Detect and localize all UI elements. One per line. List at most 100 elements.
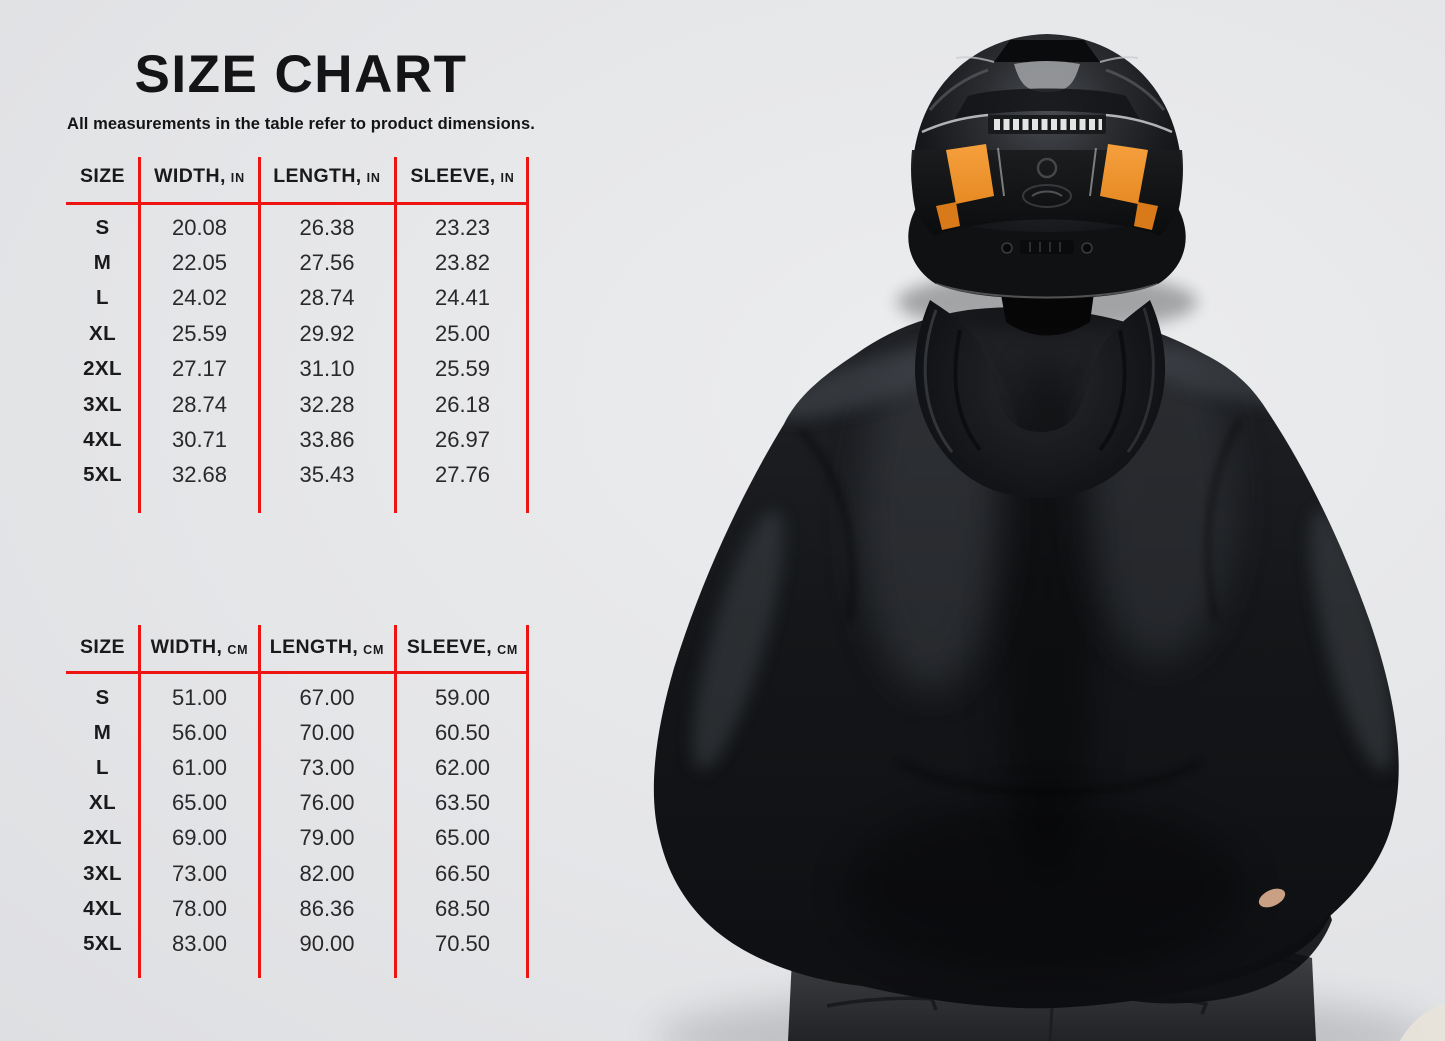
table-vertical-rule: [138, 625, 141, 978]
column-header-label: WIDTH,: [154, 164, 226, 187]
measurement-value-cell: 27.76: [434, 462, 491, 488]
measurement-value-cell: 83.00: [171, 930, 228, 956]
measurement-value-cell: 25.00: [434, 320, 491, 346]
measurement-value-cell: 51.00: [171, 684, 228, 710]
measurement-value-cell: 29.92: [299, 320, 355, 346]
measurement-value-cell: 61.00: [171, 754, 228, 780]
helmet-reflector-right: [1100, 144, 1158, 230]
right-forearm: [1088, 914, 1332, 1004]
column-header-label: WIDTH,: [150, 636, 223, 658]
measurement-value-cell: 33.86: [299, 427, 355, 453]
measurement-value-cell: 78.00: [171, 895, 228, 921]
table-vertical-rule: [258, 625, 261, 978]
chart-header: SIZE CHART All measurements in the table…: [35, 44, 567, 134]
measurement-value-cell: 31.10: [299, 356, 355, 382]
column-header-label: LENGTH,: [269, 636, 359, 658]
measurement-value-cell: 73.00: [171, 860, 228, 886]
measurement-value-cell: 35.43: [299, 462, 355, 488]
measurement-value-cell: 90.00: [299, 930, 355, 956]
size-label-cell: 2XL: [83, 826, 122, 850]
table-header-rule: [66, 671, 529, 674]
helmet: [908, 34, 1186, 299]
measurement-value-cell: 26.38: [299, 214, 355, 240]
size-table-grid: SIZE WIDTH, IN LENGTH, IN SLEEVE, IN S 20.08 26.3…: [65, 152, 531, 513]
measurement-value-cell: 65.00: [434, 825, 491, 851]
column-header: LENGTH, IN: [259, 152, 395, 210]
measurement-value-cell: 25.59: [171, 320, 228, 346]
size-label-cell: 2XL: [83, 357, 122, 381]
measurement-value-cell: 65.00: [171, 790, 228, 816]
helmet-reflective-strip: [921, 113, 1173, 134]
column-header: SLEEVE, IN: [395, 152, 530, 210]
helmet-logo: [1036, 157, 1058, 179]
measurement-value-cell: 23.23: [434, 214, 491, 240]
measurement-value-cell: 70.50: [434, 930, 491, 956]
measurement-value-cell: 27.17: [171, 356, 228, 382]
table-vertical-rule: [526, 625, 529, 978]
column-header-label: SIZE: [80, 164, 125, 187]
size-label-cell: 3XL: [83, 392, 122, 416]
helmet-reflector-left: [936, 144, 994, 230]
table-vertical-rule: [394, 157, 397, 513]
helmet-top-vent: [994, 40, 1100, 62]
wrist-skin: [1258, 888, 1286, 908]
size-label-cell: XL: [89, 791, 116, 815]
column-header-unit: CM: [363, 642, 385, 657]
measurement-value-cell: 30.71: [171, 427, 228, 453]
size-label-cell: S: [95, 685, 110, 709]
measurement-value-cell: 32.68: [171, 462, 228, 488]
size-label-cell: 4XL: [83, 896, 122, 920]
table-vertical-rule: [138, 157, 141, 513]
measurement-value-cell: 86.36: [299, 895, 355, 921]
page-title: SIZE CHART: [134, 45, 468, 104]
size-label-cell: L: [96, 286, 109, 310]
helmet-emblem: [1022, 184, 1072, 208]
measurement-value-cell: 27.56: [299, 250, 355, 276]
size-label-cell: 5XL: [83, 931, 122, 955]
table-header-rule: [66, 202, 529, 205]
size-label-cell: M: [93, 251, 112, 275]
size-table-grid: SIZE WIDTH, CM LENGTH, CM SLEEVE, CM S 51.00 67.0…: [65, 625, 531, 978]
model-photo: [600, 0, 1445, 1041]
size-table-inches: SIZE WIDTH, IN LENGTH, IN SLEEVE, IN S 20.08 26.3…: [65, 152, 531, 513]
column-header: SLEEVE, CM: [395, 625, 530, 680]
measurement-value-cell: 70.00: [299, 719, 355, 745]
helmet-silver-patch: [1014, 61, 1080, 92]
column-header-unit: IN: [230, 171, 245, 185]
column-header-unit: IN: [500, 171, 515, 185]
column-header-label: SLEEVE,: [406, 636, 493, 658]
size-label-cell: 5XL: [83, 463, 122, 487]
column-header-label: SLEEVE,: [410, 164, 496, 187]
measurement-value-cell: 79.00: [299, 825, 355, 851]
measurement-value-cell: 25.59: [434, 356, 491, 382]
measurement-value-cell: 59.00: [434, 684, 491, 710]
measurement-value-cell: 66.50: [434, 860, 491, 886]
column-header-label: LENGTH,: [273, 164, 362, 187]
measurement-value-cell: 73.00: [299, 754, 355, 780]
page-subtitle: All measurements in the table refer to p…: [67, 115, 535, 133]
table-vertical-rule: [526, 157, 529, 513]
size-label-cell: L: [96, 755, 109, 779]
measurement-value-cell: 67.00: [299, 684, 355, 710]
column-header: WIDTH, IN: [140, 152, 259, 210]
column-header-unit: IN: [366, 171, 381, 185]
measurement-value-cell: 68.50: [434, 895, 491, 921]
size-label-cell: S: [95, 215, 110, 239]
size-label-cell: XL: [89, 321, 116, 345]
size-label-cell: 4XL: [83, 428, 122, 452]
measurement-value-cell: 28.74: [171, 391, 228, 417]
measurement-value-cell: 82.00: [299, 860, 355, 886]
measurement-value-cell: 24.41: [434, 285, 491, 311]
measurement-value-cell: 20.08: [171, 214, 228, 240]
table-vertical-rule: [394, 625, 397, 978]
size-label-cell: M: [93, 720, 112, 744]
measurement-value-cell: 32.28: [299, 391, 355, 417]
column-header-label: SIZE: [80, 636, 125, 658]
corner-object: [1400, 1004, 1445, 1041]
column-header: SIZE: [65, 625, 140, 680]
column-header-unit: CM: [497, 642, 519, 657]
measurement-value-cell: 56.00: [171, 719, 228, 745]
column-header: LENGTH, CM: [259, 625, 395, 680]
table-vertical-rule: [258, 157, 261, 513]
